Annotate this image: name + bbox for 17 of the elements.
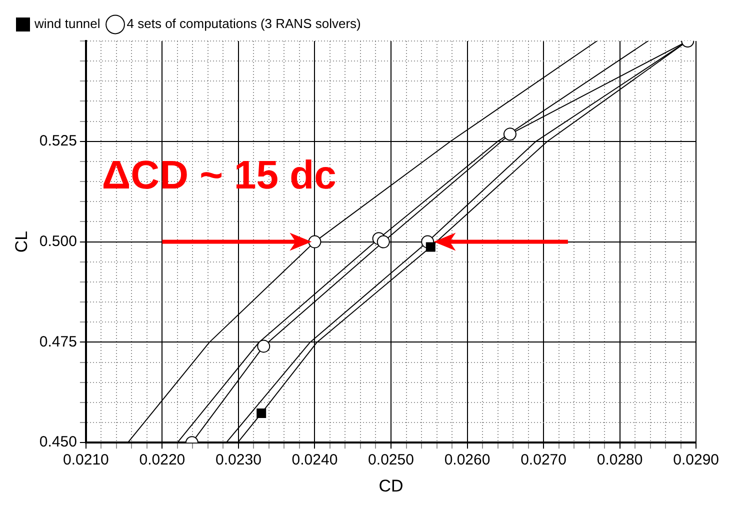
legend-label: 4 sets of computations (3 RANS solvers): [126, 16, 361, 32]
legend-label: wind tunnel: [34, 16, 100, 32]
x-tick-label: 0.0240: [292, 452, 338, 469]
x-tick-label: 0.0220: [139, 452, 186, 469]
x-tick-label: 0.0290: [673, 452, 720, 469]
y-tick-label: 0.525: [39, 132, 77, 150]
y-tick-label: 0.450: [39, 434, 77, 451]
y-tick-label: 0.500: [39, 232, 77, 250]
x-tick-label: 0.0210: [62, 452, 109, 469]
x-tick-label: 0.0230: [216, 452, 262, 469]
x-axis-title: CD: [378, 476, 404, 496]
y-tick-label: 0.475: [39, 333, 77, 350]
x-tick-label: 0.0260: [444, 452, 490, 469]
x-tick-label: 0.0250: [368, 452, 414, 469]
x-tick-label: 0.0270: [520, 452, 566, 469]
x-tick-label: 0.0280: [596, 452, 643, 469]
y-axis-title: CL: [12, 230, 31, 253]
